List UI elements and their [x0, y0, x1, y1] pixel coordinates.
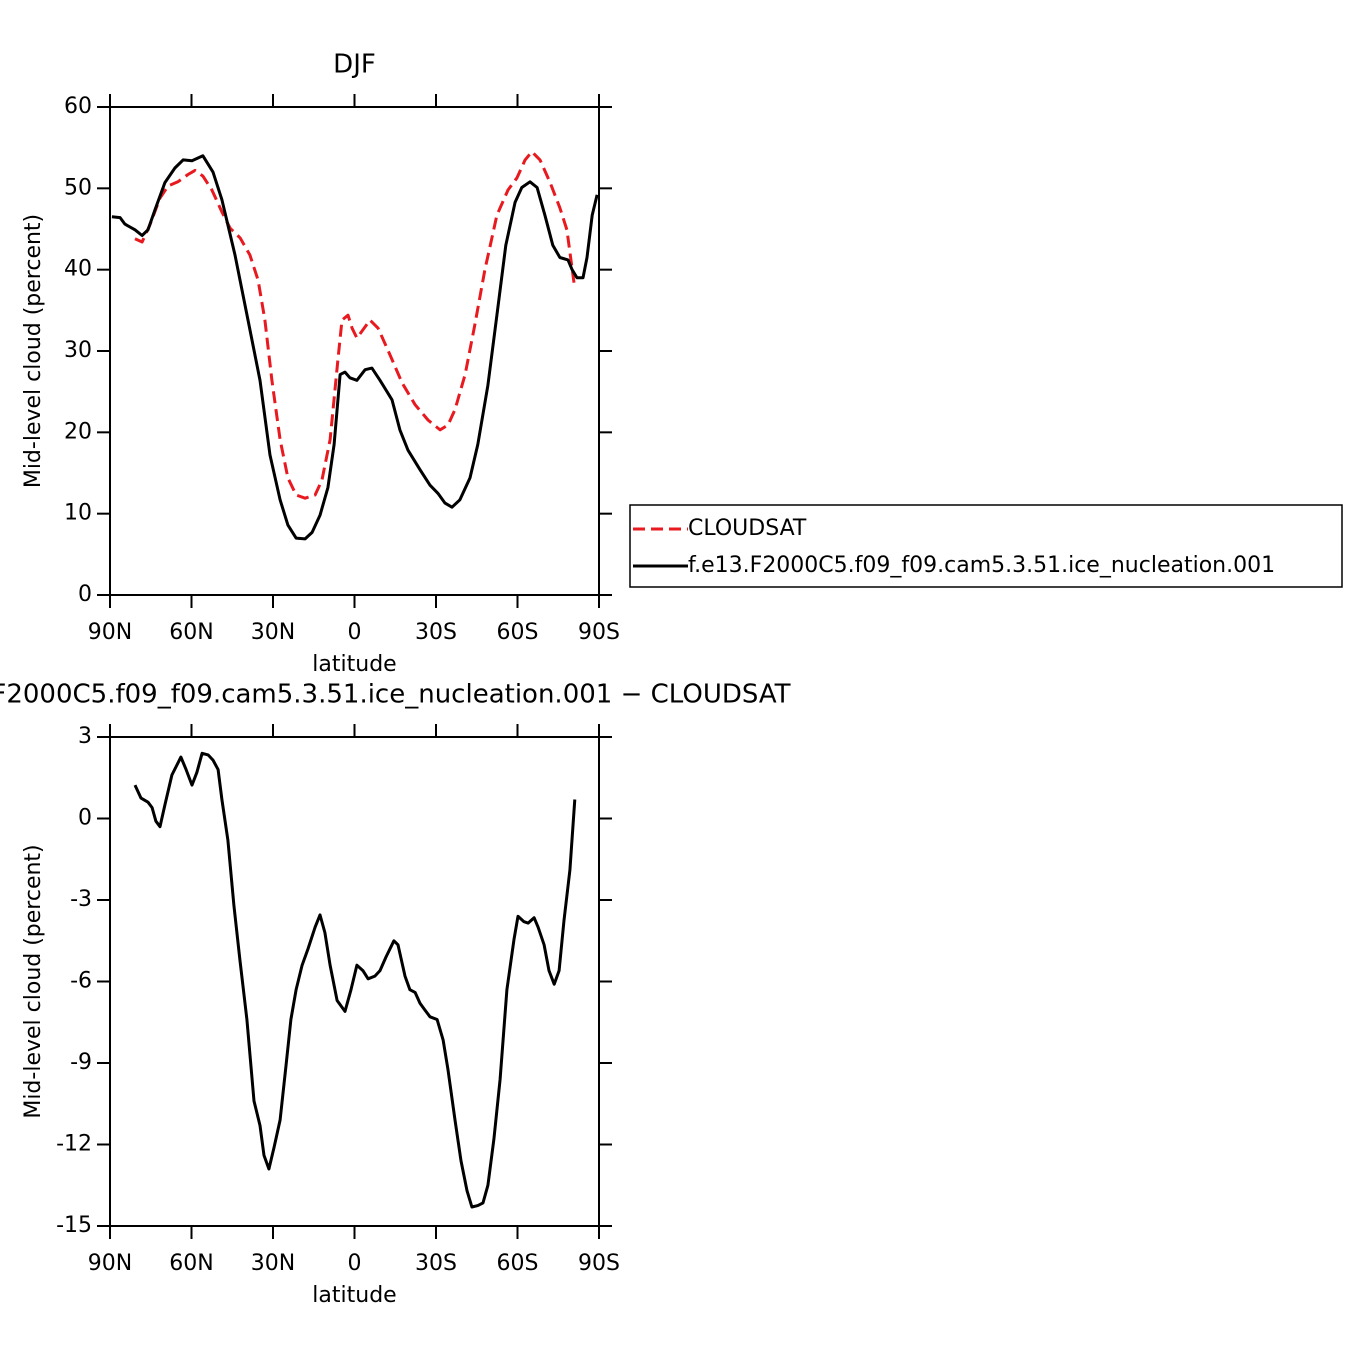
y-tick-label: 0 [78, 806, 92, 831]
y-tick-label: 30 [64, 338, 92, 363]
data-line [133, 751, 577, 1209]
data-line [134, 150, 576, 500]
x-tick-label: 60N [169, 1251, 213, 1276]
y-tick-label: 10 [64, 501, 92, 526]
x-tick-label: 90N [88, 1251, 132, 1276]
data-line [111, 154, 599, 541]
x-tick-label: 0 [348, 620, 362, 645]
y-tick-label: 0 [78, 582, 92, 607]
y-tick-label: 50 [64, 175, 92, 200]
chart-title: f.e13.F2000C5.f09_f09.cam5.3.51.ice_nucl… [0, 680, 791, 710]
x-tick-label: 60S [497, 1251, 539, 1276]
x-tick-label: 30N [251, 1251, 295, 1276]
legend-box [629, 504, 1343, 588]
legend-label: CLOUDSAT [688, 516, 807, 541]
y-tick-label: -12 [56, 1132, 92, 1157]
y-tick-label: -15 [56, 1213, 92, 1238]
y-tick-label: -3 [70, 887, 92, 912]
x-tick-label: 30S [415, 1251, 457, 1276]
y-tick-label: 3 [78, 724, 92, 749]
x-tick-label: 30N [251, 620, 295, 645]
x-tick-label: 60N [169, 620, 213, 645]
y-axis-label: Mid-level cloud (percent) [21, 214, 46, 488]
y-tick-label: -6 [70, 969, 92, 994]
plot-frame [109, 106, 600, 596]
y-tick-label: 60 [64, 94, 92, 119]
x-axis-label: latitude [312, 1283, 396, 1308]
x-axis-label: latitude [312, 652, 396, 677]
legend-label: f.e13.F2000C5.f09_f09.cam5.3.51.ice_nucl… [688, 553, 1275, 578]
x-tick-label: 0 [348, 1251, 362, 1276]
x-tick-label: 90S [578, 1251, 620, 1276]
x-tick-label: 60S [497, 620, 539, 645]
y-axis-label: Mid-level cloud (percent) [21, 844, 46, 1118]
x-tick-label: 90S [578, 620, 620, 645]
y-tick-label: 20 [64, 419, 92, 444]
legend: CLOUDSAT f.e13.F2000C5.f09_f09.cam5.3.51.… [629, 504, 1343, 588]
x-tick-label: 90N [88, 620, 132, 645]
x-tick-label: 30S [415, 620, 457, 645]
y-tick-label: 40 [64, 257, 92, 282]
chart-title: DJF [333, 50, 376, 80]
y-tick-label: -9 [70, 1050, 92, 1075]
